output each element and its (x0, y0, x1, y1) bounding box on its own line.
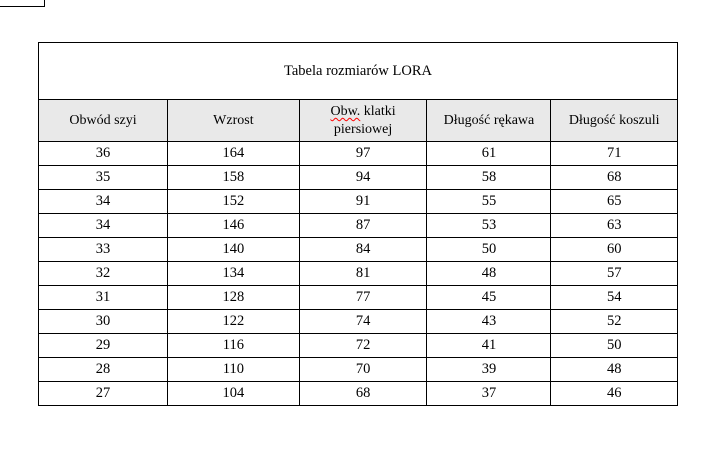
table-cell: 122 (167, 309, 300, 334)
table-cell: 116 (167, 333, 300, 358)
table-cell: 128 (167, 285, 300, 310)
table-cell: 48 (426, 261, 552, 286)
table-cell: 35 (37, 165, 169, 190)
table-cell: 60 (550, 237, 678, 262)
table-cell: 61 (426, 141, 552, 166)
table-cell: 97 (298, 141, 428, 166)
table-cell: 32 (37, 261, 169, 286)
table-cell: 158 (167, 165, 300, 190)
table-cell: 57 (550, 261, 678, 286)
table-cell: 65 (550, 189, 678, 214)
table-cell: 146 (167, 213, 300, 238)
table-cell: 63 (550, 213, 678, 238)
table-cell: 84 (298, 237, 428, 262)
table-cell: 164 (167, 141, 300, 166)
table-cell: 28 (37, 357, 169, 382)
table-cell: 34 (37, 213, 169, 238)
cutoff-table-fragment (0, 0, 45, 7)
table-cell: 91 (298, 189, 428, 214)
column-header-shirt-length: Długość koszuli (550, 99, 678, 142)
table-body: 36 164 97 61 71 35 158 94 58 68 34 152 91 55 65 34 146 87… (37, 141, 678, 406)
table-cell: 87 (298, 213, 428, 238)
table-cell: 50 (550, 333, 678, 358)
table-cell: 72 (298, 333, 428, 358)
table-row: 36 164 97 61 71 (37, 141, 678, 166)
table-row: 27 104 68 37 46 (37, 381, 678, 406)
table-cell: 33 (37, 237, 169, 262)
size-table: Tabela rozmiarów LORA Obwód szyi Wzrost … (37, 42, 678, 406)
table-cell: 37 (426, 381, 552, 406)
table-cell: 94 (298, 165, 428, 190)
table-cell: 34 (37, 189, 169, 214)
table-cell: 68 (550, 165, 678, 190)
table-title: Tabela rozmiarów LORA (38, 42, 678, 100)
column-header-chest: Obw. klatki piersiowej (298, 99, 428, 142)
table-cell: 27 (37, 381, 169, 406)
table-cell: 152 (167, 189, 300, 214)
table-row: 30 122 74 43 52 (37, 309, 678, 334)
table-row: 29 116 72 41 50 (37, 333, 678, 358)
table-cell: 30 (37, 309, 169, 334)
table-cell: 134 (167, 261, 300, 286)
table-cell: 43 (426, 309, 552, 334)
table-cell: 53 (426, 213, 552, 238)
table-row: 33 140 84 50 60 (37, 237, 678, 262)
table-cell: 41 (426, 333, 552, 358)
table-cell: 58 (426, 165, 552, 190)
table-cell: 140 (167, 237, 300, 262)
table-cell: 54 (550, 285, 678, 310)
table-cell: 55 (426, 189, 552, 214)
header-row: Obwód szyi Wzrost Obw. klatki piersiowej… (37, 99, 678, 142)
column-header-chest-rest: klatki piersiowej (333, 104, 396, 137)
table-cell: 104 (167, 381, 300, 406)
table-cell: 77 (298, 285, 428, 310)
table-cell: 71 (550, 141, 678, 166)
table-cell: 48 (550, 357, 678, 382)
table-row: 31 128 77 45 54 (37, 285, 678, 310)
table-cell: 110 (167, 357, 300, 382)
table-row: 32 134 81 48 57 (37, 261, 678, 286)
table-cell: 70 (298, 357, 428, 382)
table-cell: 68 (298, 381, 428, 406)
table-cell: 46 (550, 381, 678, 406)
spellcheck-underlined-text: Obw. (330, 104, 361, 119)
table-cell: 36 (37, 141, 169, 166)
table-row: 35 158 94 58 68 (37, 165, 678, 190)
table-row: 34 152 91 55 65 (37, 189, 678, 214)
table-row: 28 110 70 39 48 (37, 357, 678, 382)
table-cell: 45 (426, 285, 552, 310)
column-header-sleeve: Długość rękawa (426, 99, 552, 142)
table-cell: 29 (37, 333, 169, 358)
column-header-neck: Obwód szyi (37, 99, 169, 142)
table-row: 34 146 87 53 63 (37, 213, 678, 238)
table-cell: 39 (426, 357, 552, 382)
table-cell: 81 (298, 261, 428, 286)
table-cell: 52 (550, 309, 678, 334)
table-cell: 74 (298, 309, 428, 334)
table-cell: 50 (426, 237, 552, 262)
column-header-height: Wzrost (167, 99, 300, 142)
table-cell: 31 (37, 285, 169, 310)
title-row: Tabela rozmiarów LORA (38, 42, 678, 100)
